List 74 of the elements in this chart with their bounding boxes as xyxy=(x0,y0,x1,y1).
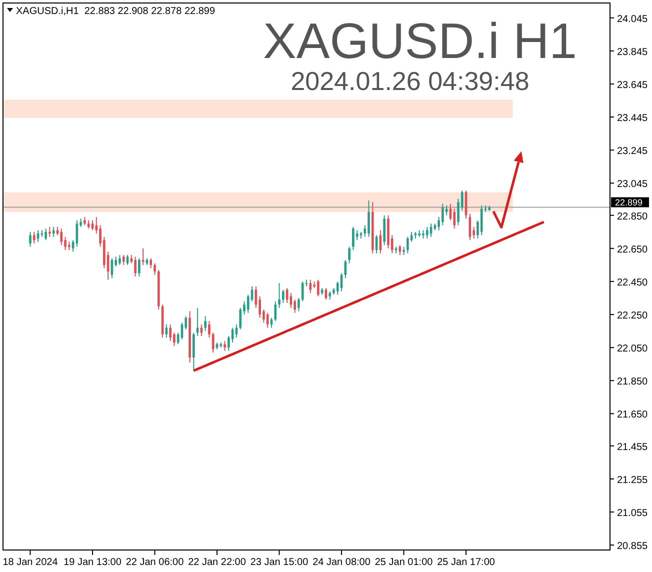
y-tick-label: 21.255 xyxy=(617,474,648,486)
candlestick xyxy=(150,258,152,269)
candlestick xyxy=(29,231,32,248)
candlestick xyxy=(138,258,140,277)
candlestick xyxy=(442,203,444,226)
candlestick xyxy=(52,226,55,238)
candlestick xyxy=(122,254,125,266)
candlestick xyxy=(64,236,66,251)
ref-line-label: 22.899 xyxy=(615,197,643,208)
candlestick xyxy=(60,228,63,246)
x-tick-label: 19 Jan 13:00 xyxy=(64,557,122,568)
candlestick xyxy=(383,214,386,246)
candlestick xyxy=(44,228,47,241)
y-tick-label: 23.045 xyxy=(617,179,648,190)
y-tick-label: 22.250 xyxy=(617,310,648,322)
y-tick-label: 23.445 xyxy=(617,113,648,124)
candlestick xyxy=(309,279,312,294)
candlestick xyxy=(118,254,121,266)
candlestick xyxy=(274,300,277,322)
y-tick-label: 21.850 xyxy=(617,376,648,388)
y-tick-label: 22.850 xyxy=(617,211,648,222)
y-tick-label: 22.450 xyxy=(617,277,648,288)
annotation: XAGUSD.i,H1 22.883 22.908 22.878 22.899 xyxy=(16,6,216,17)
x-tick-label: 24 Jan 08:00 xyxy=(312,557,371,568)
y-tick-label: 21.455 xyxy=(617,442,648,453)
candlestick xyxy=(294,299,296,314)
y-tick-label: 23.845 xyxy=(617,46,648,58)
candlestick xyxy=(40,230,44,238)
candlestick xyxy=(208,320,210,338)
y-tick-label: 22.650 xyxy=(617,244,648,256)
line-series xyxy=(192,220,546,372)
candlestick xyxy=(224,340,226,352)
y-tick-label: 22.050 xyxy=(617,344,648,355)
chart-title: XAGUSD.i H1 xyxy=(263,13,577,69)
candlestick xyxy=(239,307,242,330)
candlestick xyxy=(204,316,206,332)
candlestick xyxy=(348,246,350,264)
candlestick xyxy=(352,226,354,251)
candlestick xyxy=(165,324,168,338)
y-tick-label: 21.650 xyxy=(617,410,648,421)
candlestick xyxy=(298,297,300,312)
candlestick xyxy=(126,254,129,266)
x-tick-label: 22 Jan 22:00 xyxy=(188,557,246,568)
candlestick xyxy=(235,324,238,338)
candlestick xyxy=(154,262,156,276)
candlestick xyxy=(282,289,284,304)
candlestick xyxy=(453,208,456,230)
candlestick xyxy=(344,259,347,279)
y-tick-label: 20.855 xyxy=(617,541,648,552)
x-tick-label: 25 Jan 17:00 xyxy=(437,557,496,568)
candlestick xyxy=(278,282,280,308)
candlestick xyxy=(212,332,214,354)
candlestick xyxy=(48,226,51,238)
y-tick-label: 23.245 xyxy=(617,146,648,158)
candlestick xyxy=(169,324,172,342)
candlestick xyxy=(398,244,402,256)
x-tick-label: 25 Jan 01:00 xyxy=(374,557,434,568)
x-tick-label: 23 Jan 15:00 xyxy=(250,557,309,568)
x-tick-label: 22 Jan 06:00 xyxy=(126,557,184,568)
candlestick xyxy=(480,204,483,236)
candlestick xyxy=(368,200,370,238)
y-tick-label: 24.045 xyxy=(617,14,648,25)
text: 2024.01.26 04:39:48 xyxy=(290,66,530,96)
candlestick xyxy=(406,236,409,254)
x-tick-label: 18 Jan 2024 xyxy=(2,557,58,568)
candlestick xyxy=(134,256,136,277)
candlestick xyxy=(426,226,428,239)
candlestick xyxy=(301,280,304,302)
candlestick xyxy=(32,231,36,244)
candlestick xyxy=(192,332,195,372)
y-tick-label: 23.645 xyxy=(617,80,648,91)
y-tick-label: 21.055 xyxy=(617,508,648,519)
candlestick xyxy=(266,312,269,328)
candlestick xyxy=(317,279,320,297)
